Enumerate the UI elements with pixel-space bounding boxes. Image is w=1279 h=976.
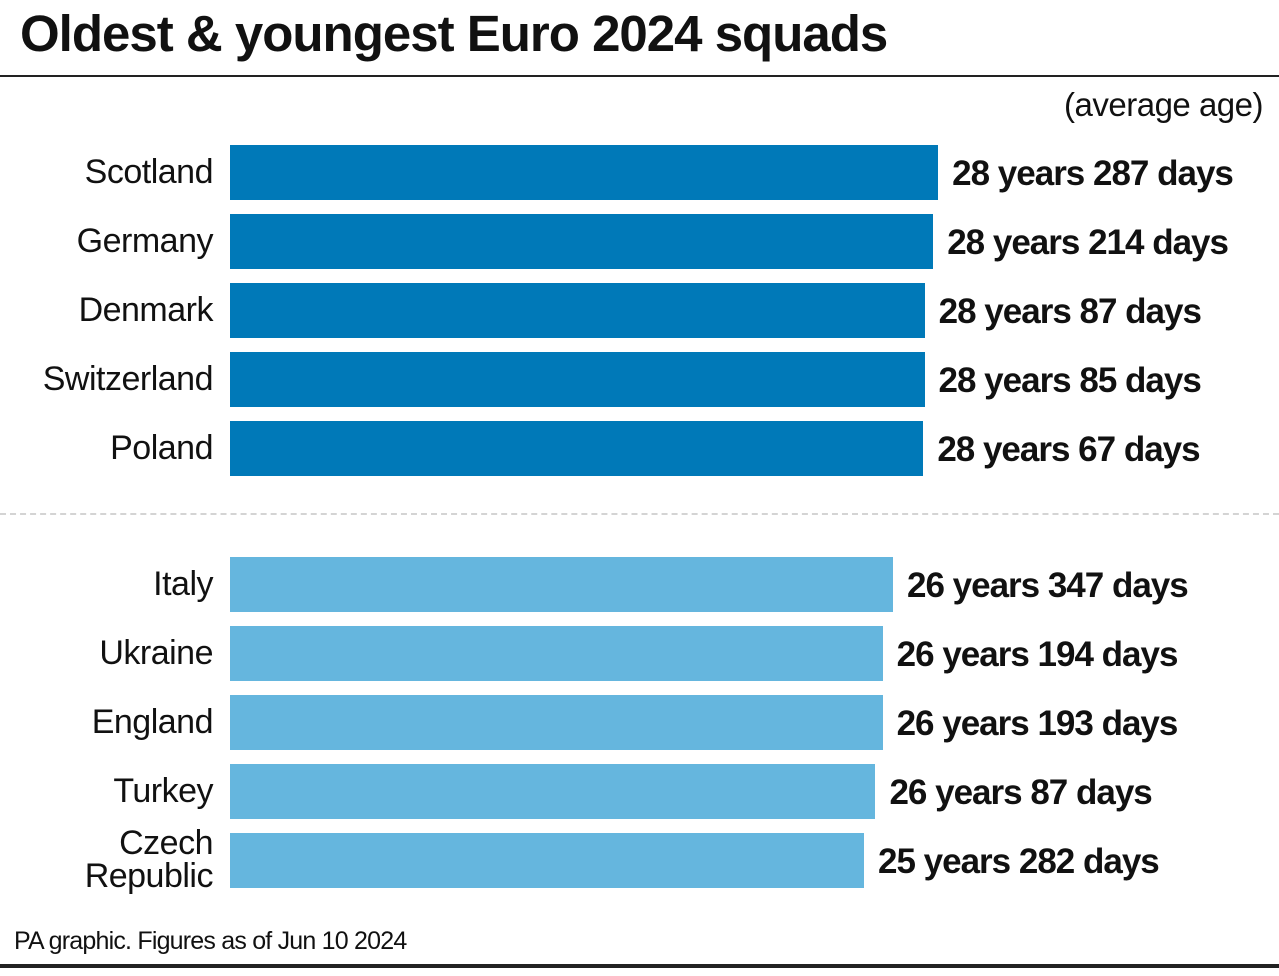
- category-label: England: [91, 703, 214, 741]
- group-divider: [0, 513, 1279, 515]
- value-label: 26 years 87 days: [889, 773, 1152, 812]
- value-label: 25 years 282 days: [878, 842, 1160, 881]
- bar-switzerland: [230, 352, 925, 407]
- chart-title: Oldest & youngest Euro 2024 squads: [20, 5, 888, 62]
- value-label: 28 years 87 days: [938, 292, 1202, 331]
- bar-italy: [230, 557, 893, 612]
- value-label: 28 years 287 days: [952, 154, 1234, 193]
- bar-germany: [230, 214, 934, 269]
- value-label: 28 years 85 days: [938, 361, 1202, 400]
- bar-poland: [230, 421, 924, 476]
- bar-denmark: [230, 283, 925, 338]
- category-label: Ukraine: [99, 634, 213, 672]
- bar-scotland: [230, 145, 939, 200]
- unit-label: (average age): [1064, 86, 1263, 123]
- bar-czech-republic: [230, 833, 864, 888]
- title-rule: [0, 75, 1279, 77]
- bar-ukraine: [230, 626, 883, 681]
- category-label: Denmark: [78, 291, 214, 329]
- category-label: Czech Republic: [84, 824, 214, 895]
- value-label: 28 years 67 days: [937, 430, 1200, 469]
- category-label: Switzerland: [42, 360, 214, 398]
- category-label: Scotland: [84, 153, 214, 191]
- value-label: 28 years 214 days: [947, 223, 1229, 262]
- category-label: Germany: [76, 222, 214, 260]
- bar-turkey: [230, 764, 876, 819]
- category-label: Poland: [110, 429, 213, 467]
- value-label: 26 years 194 days: [896, 635, 1179, 674]
- bar-england: [230, 695, 883, 750]
- category-label: Italy: [153, 565, 213, 603]
- source-footer: PA graphic. Figures as of Jun 10 2024: [14, 927, 407, 955]
- value-label: 26 years 347 days: [906, 566, 1189, 605]
- bottom-rule: [0, 964, 1279, 968]
- category-label: Turkey: [113, 772, 213, 810]
- value-label: 26 years 193 days: [896, 704, 1179, 743]
